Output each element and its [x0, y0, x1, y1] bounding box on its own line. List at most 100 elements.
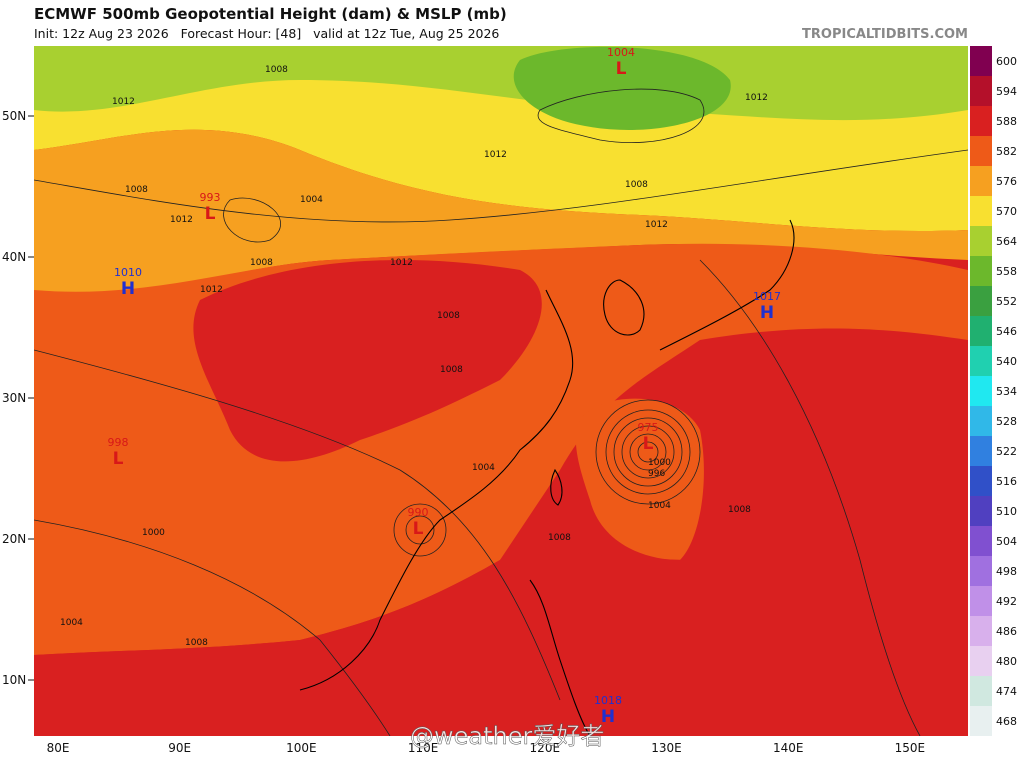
- title: ECMWF 500mb Geopotential Height (dam) & …: [34, 5, 507, 23]
- center-letter: L: [113, 449, 124, 469]
- isobars: [34, 88, 968, 736]
- isobar-label: 1004: [648, 501, 671, 511]
- colorbar-swatch: [970, 196, 992, 226]
- center-pressure: 990: [408, 506, 429, 519]
- isobar-label: 996: [648, 469, 665, 479]
- colorbar-swatch: [970, 376, 992, 406]
- colorbar-swatch: [970, 406, 992, 436]
- colorbar-swatch: [970, 226, 992, 256]
- band-564: [34, 46, 968, 121]
- colorbar-swatch: [970, 166, 992, 196]
- colorbar: 600 594 588 582 576 570 564 558 552 546 540 534 528 5…: [970, 46, 1017, 736]
- isobar-label: 1012: [200, 285, 223, 295]
- band-558: [513, 46, 731, 130]
- band-588-south: [34, 540, 968, 736]
- brand: TROPICALTIDBITS.COM: [802, 27, 968, 42]
- isobar-label: 1008: [625, 180, 648, 190]
- colorbar-label: 540: [996, 355, 1017, 368]
- colorbar-label: 534: [996, 385, 1017, 398]
- isobar-label: 1008: [265, 65, 288, 75]
- colorbar-swatch: [970, 346, 992, 376]
- colorbar-swatch: [970, 436, 992, 466]
- coastlines: [299, 219, 795, 736]
- center-letter: L: [413, 519, 424, 539]
- center-pressure: 993: [200, 191, 221, 204]
- colorbar-label: 522: [996, 445, 1017, 458]
- colorbar-swatch: [970, 256, 992, 286]
- colorbar-label: 486: [996, 625, 1017, 638]
- colorbar-label: 564: [996, 235, 1017, 248]
- center-letter: L: [616, 59, 627, 79]
- lat-label: 50N: [2, 109, 26, 123]
- isobar-label: 1012: [645, 220, 668, 230]
- colorbar-swatch: [970, 46, 992, 76]
- colorbar-label: 552: [996, 295, 1017, 308]
- isobar-label: 1000: [648, 458, 671, 468]
- colorbar-label: 558: [996, 265, 1017, 278]
- colorbar-label: 600: [996, 55, 1017, 68]
- lon-label: 90E: [168, 741, 191, 755]
- lat-label: 20N: [2, 532, 26, 546]
- colorbar-label: 498: [996, 565, 1017, 578]
- lon-label: 100E: [286, 741, 317, 755]
- colorbar-label: 576: [996, 175, 1017, 188]
- center-pressure: 1004: [607, 46, 635, 59]
- map-area: [34, 46, 968, 736]
- lon-label: 130E: [651, 741, 682, 755]
- isobar-label: 1008: [440, 365, 463, 375]
- center-pressure: 1017: [753, 290, 781, 303]
- lat-label: 40N: [2, 250, 26, 264]
- colorbar-swatch: [970, 646, 992, 676]
- colorbar-swatch: [970, 556, 992, 586]
- isobar-label: 1008: [437, 311, 460, 321]
- isobar-label: 1004: [300, 195, 323, 205]
- colorbar-label: 474: [996, 685, 1017, 698]
- center-letter: H: [760, 303, 774, 323]
- colorbar-label: 480: [996, 655, 1017, 668]
- center-pressure: 998: [108, 436, 129, 449]
- colorbar-swatch: [970, 586, 992, 616]
- center-letter: L: [205, 204, 216, 224]
- lat-label: 10N: [2, 673, 26, 687]
- center-letter: H: [601, 707, 615, 727]
- colorbar-label: 570: [996, 205, 1017, 218]
- band-588-west: [193, 260, 542, 462]
- longitude-labels: 80E 90E 100E 110E 120E 130E 140E 150E: [47, 741, 926, 755]
- colorbar-swatch: [970, 526, 992, 556]
- lat-label: 30N: [2, 391, 26, 405]
- colorbar-label: 516: [996, 475, 1017, 488]
- colorbar-label: 492: [996, 595, 1017, 608]
- isobar-label: 1008: [728, 505, 751, 515]
- latitude-labels: 50N 40N 30N 20N 10N: [2, 109, 34, 687]
- lon-label: 140E: [773, 741, 804, 755]
- colorbar-label: 588: [996, 115, 1017, 128]
- watermark: @weather爱好者: [410, 722, 604, 750]
- isobar-label: 1012: [170, 215, 193, 225]
- isobar-label: 1012: [484, 150, 507, 160]
- isobar-label: 1008: [250, 258, 273, 268]
- colorbar-swatch: [970, 316, 992, 346]
- isobar-label: 1012: [112, 97, 135, 107]
- center-letter: H: [121, 279, 135, 299]
- subtitle: Init: 12z Aug 23 2026 Forecast Hour: [48…: [34, 26, 499, 41]
- colorbar-label: 582: [996, 145, 1017, 158]
- band-576: [34, 129, 968, 300]
- lon-label: 110E: [408, 741, 439, 755]
- isobar-label: 1004: [472, 463, 495, 473]
- colorbar-swatch: [970, 106, 992, 136]
- isobar-label: 1012: [745, 93, 768, 103]
- colorbar-label: 546: [996, 325, 1017, 338]
- colorbar-swatch: [970, 616, 992, 646]
- colorbar-label: 510: [996, 505, 1017, 518]
- isobar-label: 1008: [548, 533, 571, 543]
- colorbar-label: 468: [996, 715, 1017, 728]
- colorbar-label: 594: [996, 85, 1017, 98]
- lon-label: 120E: [530, 741, 561, 755]
- colorbar-label: 528: [996, 415, 1017, 428]
- center-pressure: 1010: [114, 266, 142, 279]
- center-pressure: 975: [638, 421, 659, 434]
- colorbar-swatch: [970, 136, 992, 166]
- colorbar-swatch: [970, 496, 992, 526]
- lon-label: 80E: [47, 741, 70, 755]
